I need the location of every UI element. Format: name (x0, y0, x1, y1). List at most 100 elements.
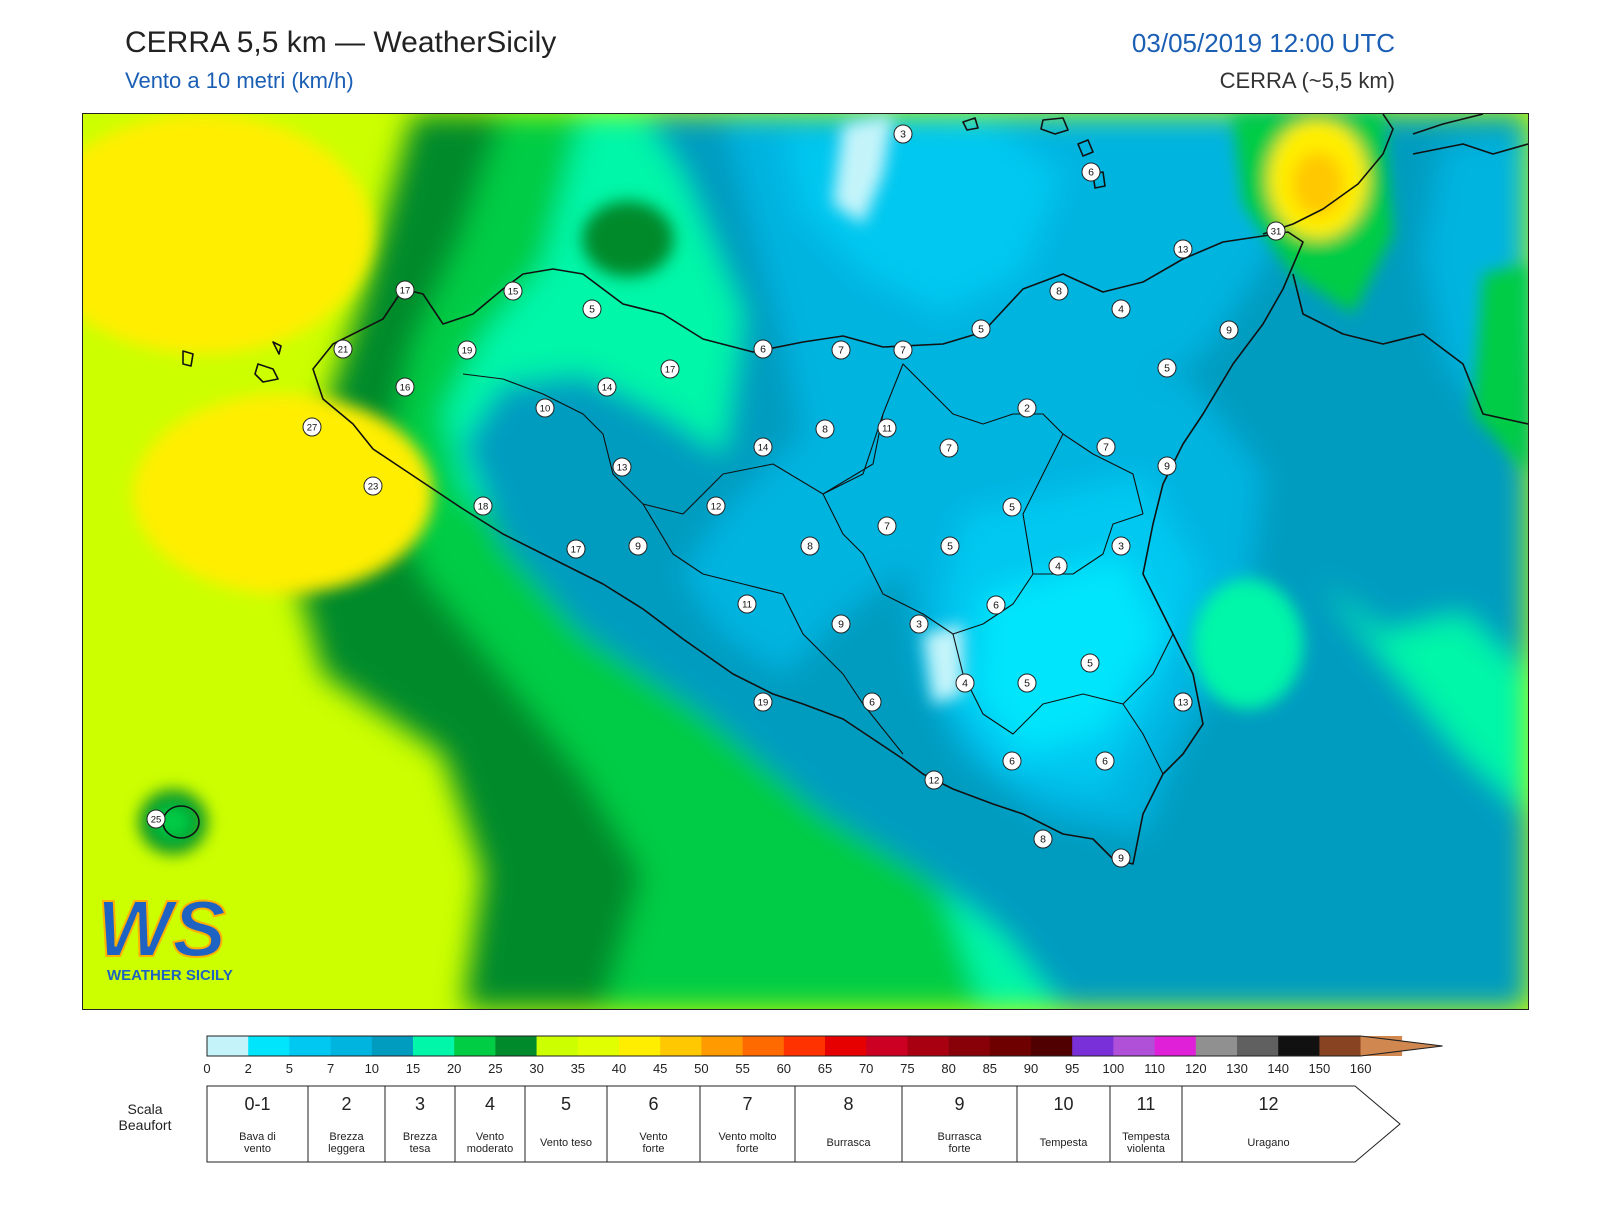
wind-marker-circle (503, 281, 523, 301)
colorbar-segment (330, 1036, 373, 1056)
wind-marker-circle (395, 280, 415, 300)
map-title: CERRA 5,5 km — WeatherSicily (125, 26, 557, 59)
wind-map: 3 6 13 31 17 15 5 21 19 16 27 23 18 17 13 14 10 17 6 7 7 5 8 4 9… (82, 113, 1529, 1010)
colorbar-segment (1195, 1036, 1238, 1056)
wind-marker: 14 (753, 437, 773, 457)
wind-marker-circle (753, 437, 773, 457)
wind-marker: 8 (1033, 829, 1053, 849)
map-legend: 0 2 5 7 10 15 20 25 30 35 40 45 50 55 60 65 70 75 80 85 90 95… (0, 1028, 1600, 1200)
valid-datetime: 03/05/2019 12:00 UTC (1131, 28, 1395, 58)
beaufort-number: 2 (341, 1094, 351, 1114)
wind-marker-circle (660, 359, 680, 379)
wind-marker-circle (333, 339, 353, 359)
wind-marker: 11 (737, 594, 757, 614)
wind-marker-circle (831, 614, 851, 634)
field-east-mint (1193, 579, 1303, 709)
wind-marker: 17 (566, 539, 586, 559)
wind-marker-circle (535, 398, 555, 418)
wind-marker-value: 7 (884, 521, 890, 533)
wind-marker-circle (893, 340, 913, 360)
wind-marker-value: 4 (1055, 561, 1061, 573)
wind-marker: 13 (612, 457, 632, 477)
wind-marker-value: 5 (1024, 678, 1030, 690)
wind-marker-circle (597, 377, 617, 397)
wind-marker-value: 13 (1178, 698, 1189, 709)
wind-marker: 5 (940, 536, 960, 556)
wind-marker: 21 (333, 339, 353, 359)
colorbar-tick-label: 95 (1065, 1061, 1079, 1076)
wind-marker: 15 (503, 281, 523, 301)
colorbar-tick-label: 75 (900, 1061, 914, 1076)
colorbar-segment (454, 1036, 496, 1056)
colorbar-tick-label: 80 (941, 1061, 955, 1076)
wind-marker-circle (800, 536, 820, 556)
wind-marker-value: 18 (478, 502, 489, 513)
wind-marker-circle (955, 673, 975, 693)
wind-marker: 17 (660, 359, 680, 379)
wind-marker: 3 (893, 124, 913, 144)
colorbar-tick-label: 0 (203, 1061, 210, 1076)
wind-marker: 27 (302, 417, 322, 437)
colorbar-tick-label: 7 (327, 1061, 334, 1076)
colorbar-tick-label: 55 (735, 1061, 749, 1076)
wind-marker-circle (753, 339, 773, 359)
wind-marker-value: 25 (151, 815, 162, 826)
beaufort-number: 3 (415, 1094, 425, 1114)
colorbar-segment (619, 1036, 661, 1056)
colorbar-tick-label: 130 (1226, 1061, 1248, 1076)
colorbar-tick-label: 110 (1144, 1061, 1165, 1076)
colorbar-tick-label: 40 (612, 1061, 626, 1076)
field-calabria-orange (1292, 152, 1344, 216)
wind-marker-circle (1048, 556, 1068, 576)
colorbar-segment (371, 1036, 414, 1056)
wind-marker-value: 6 (1088, 167, 1094, 179)
wind-marker-value: 6 (993, 600, 999, 612)
colorbar-segment (1113, 1036, 1155, 1056)
wind-marker: 5 (1080, 653, 1100, 673)
wind-marker-value: 4 (1118, 304, 1124, 316)
wind-marker-value: 3 (1118, 541, 1124, 553)
wind-marker-circle (1002, 751, 1022, 771)
wind-marker: 5 (582, 299, 602, 319)
beaufort-desc-line1: Vento teso (540, 1137, 592, 1149)
wind-marker-circle (706, 496, 726, 516)
beaufort-number: 11 (1137, 1094, 1156, 1114)
colorbar-tick-label: 160 (1350, 1061, 1372, 1076)
beaufort-desc-line1: Brezza (403, 1131, 438, 1143)
beaufort-title-line2: Beaufort (119, 1117, 172, 1133)
coastlines (162, 114, 1528, 865)
wind-marker-circle (302, 417, 322, 437)
wind-marker-circle (1080, 653, 1100, 673)
wind-marker: 9 (831, 614, 851, 634)
colorbar-segment (742, 1036, 785, 1056)
wind-marker-circle (909, 614, 929, 634)
wind-marker: 4 (1048, 556, 1068, 576)
calabria-coast-north (1412, 114, 1528, 155)
colorbar-segment (413, 1036, 455, 1056)
wind-marker-value: 7 (946, 443, 952, 455)
wind-marker-circle (1111, 848, 1131, 868)
wind-marker: 14 (597, 377, 617, 397)
wind-marker-circle (582, 299, 602, 319)
wind-marker-value: 13 (617, 463, 628, 474)
field-lightest-2 (923, 624, 963, 704)
wind-marker: 5 (1157, 358, 1177, 378)
beaufort-desc-line1: Burrasca (937, 1131, 982, 1143)
colorbar-tick-label: 85 (983, 1061, 997, 1076)
wind-marker-circle (1096, 437, 1116, 457)
wind-marker-circle (753, 692, 773, 712)
wind-marker-value: 14 (758, 443, 769, 454)
colorbar-tick-label: 150 (1309, 1061, 1331, 1076)
wind-marker: 13 (1173, 692, 1193, 712)
colorbar-segment (248, 1036, 290, 1056)
wind-marker-circle (363, 476, 383, 496)
beaufort-desc-line1: Vento molto (718, 1131, 776, 1143)
wind-marker-circle (1266, 221, 1286, 241)
beaufort-cell: 12 Uragano (1247, 1094, 1289, 1149)
wind-marker: 7 (831, 340, 851, 360)
colorbar-segment (660, 1036, 702, 1056)
